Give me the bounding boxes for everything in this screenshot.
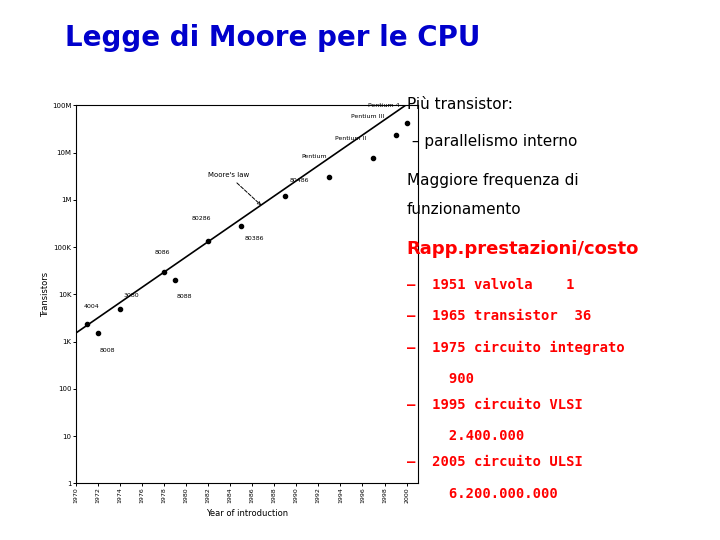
Text: 6.200.000.000: 6.200.000.000	[407, 487, 557, 501]
Text: Pentium II: Pentium II	[335, 137, 366, 141]
Text: Più transistor:: Più transistor:	[407, 97, 513, 112]
Text: –  1995 circuito VLSI: – 1995 circuito VLSI	[407, 398, 582, 412]
Text: 900: 900	[407, 372, 474, 386]
Text: 3080: 3080	[123, 293, 139, 298]
Text: –  1975 circuito integrato: – 1975 circuito integrato	[407, 341, 624, 355]
Text: 4004: 4004	[84, 304, 99, 309]
Text: 2.400.000: 2.400.000	[407, 429, 524, 443]
Text: Pentium: Pentium	[302, 154, 328, 159]
Text: –  1965 transistor  36: – 1965 transistor 36	[407, 309, 591, 323]
Text: 80486: 80486	[289, 178, 309, 183]
Text: 8086: 8086	[155, 249, 171, 254]
Text: –  1951 valvola    1: – 1951 valvola 1	[407, 278, 575, 292]
Text: 8008: 8008	[100, 348, 115, 353]
Text: Legge di Moore per le CPU: Legge di Moore per le CPU	[65, 24, 480, 52]
Text: Rapp.prestazioni/costo: Rapp.prestazioni/costo	[407, 240, 639, 258]
Text: Pentium 4: Pentium 4	[368, 103, 400, 107]
Y-axis label: Transistors: Transistors	[42, 272, 50, 317]
Text: –  2005 circuito ULSI: – 2005 circuito ULSI	[407, 455, 582, 469]
Text: Maggiore frequenza di: Maggiore frequenza di	[407, 173, 578, 188]
X-axis label: Year of introduction: Year of introduction	[205, 509, 288, 518]
Text: funzionamento: funzionamento	[407, 202, 521, 218]
Text: – parallelismo interno: – parallelismo interno	[407, 134, 577, 149]
Text: Pentium III: Pentium III	[351, 114, 384, 119]
Text: 8088: 8088	[177, 294, 192, 299]
Text: 80386: 80386	[244, 237, 264, 241]
Text: Moore's law: Moore's law	[208, 172, 261, 205]
Text: 80286: 80286	[192, 216, 211, 221]
